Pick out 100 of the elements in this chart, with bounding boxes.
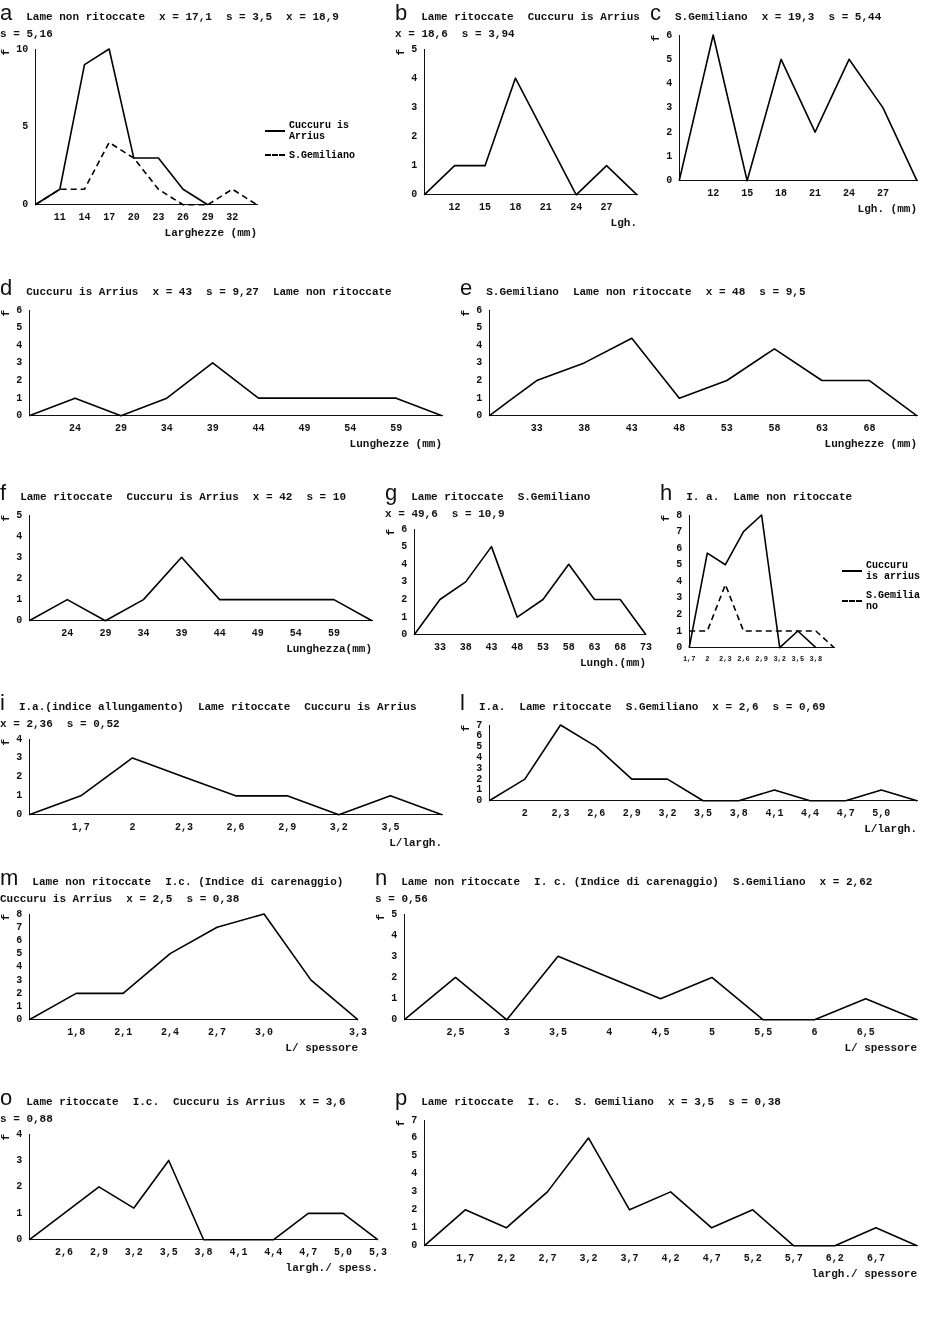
x-tick-label: 24 — [843, 188, 856, 200]
x-tick-label: 2,3 — [551, 808, 570, 820]
y-tick-label: 1 — [676, 625, 683, 637]
y-tick-label: 5 — [676, 559, 683, 571]
y-tick-label: 2 — [16, 771, 23, 783]
y-tick-label: 5 — [391, 908, 398, 920]
y-tick-label: 7 — [476, 719, 483, 731]
x-tick-label: 6,5 — [856, 1027, 875, 1039]
y-tick-label: 6 — [401, 523, 408, 535]
y-tick-label: 4 — [401, 558, 408, 570]
x-tick-label: 3,5 — [549, 1027, 568, 1039]
x-tick-label: 39 — [206, 423, 219, 435]
x-tick-label: 3,5 — [381, 822, 400, 834]
text: s = 3,94 — [461, 28, 515, 40]
y-tick-label: 2 — [411, 131, 418, 142]
x-axis-title: Lgh. (mm) — [857, 203, 917, 216]
y-axis-title: f — [395, 1119, 408, 1127]
x-tick-label: 3,2 — [579, 1253, 598, 1265]
y-tick-label: 1 — [16, 1207, 23, 1219]
y-tick-label: 6 — [16, 934, 23, 946]
y-tick-label: 1 — [666, 151, 673, 163]
text: S.Gemiliano — [732, 876, 806, 888]
y-tick-label: 6 — [411, 1132, 418, 1144]
x-axis-title: largh./ spess. — [285, 1262, 378, 1275]
x-tick-label: 53 — [536, 642, 549, 654]
x-tick-label: 2,9 — [622, 808, 641, 820]
y-tick-label: 5 — [411, 43, 418, 55]
y-tick-label: 5 — [16, 322, 23, 334]
legend-label: S.Gemiliano — [289, 149, 356, 161]
x-tick-label: 6,2 — [825, 1253, 844, 1265]
x-tick-label: 34 — [160, 423, 173, 435]
y-tick-label: 5 — [666, 53, 673, 65]
x-tick-label: 54 — [344, 423, 357, 435]
x-tick-label: 5 — [708, 1027, 715, 1039]
y-tick-label: 0 — [476, 795, 483, 807]
y-tick-label: 0 — [676, 642, 683, 654]
x-tick-label: 3,0 — [255, 1027, 274, 1039]
y-tick-label: 2 — [676, 608, 683, 620]
y-tick-label: 5 — [22, 121, 29, 133]
y-tick-label: 3 — [411, 1186, 418, 1198]
x-axis-title: L/ spessore — [844, 1042, 918, 1055]
x-tick-label: 4,2 — [661, 1253, 680, 1265]
text: Lame ritoccate — [20, 491, 113, 503]
y-tick-label: 1 — [476, 784, 483, 796]
x-axis-title: L/largh. — [389, 837, 442, 850]
text: I. a. — [686, 491, 720, 503]
x-tick-label: 4,7 — [299, 1247, 318, 1259]
x-tick-label: 3,3 — [348, 1027, 368, 1039]
y-tick-label: 2 — [16, 1181, 23, 1193]
y-tick-label: 2 — [391, 972, 398, 983]
x-tick-label: 68 — [863, 423, 876, 435]
x-tick-label: 53 — [720, 423, 733, 435]
text: Lame ritoccate — [411, 491, 504, 503]
y-tick-label: 7 — [16, 921, 23, 933]
text: Cuccuru is Arrius — [26, 286, 139, 298]
x-axis-title: Lunghezze (mm) — [349, 438, 442, 451]
y-tick-label: 5 — [411, 1150, 418, 1162]
y-tick-label: 4 — [676, 575, 683, 587]
x-tick-label: 23 — [152, 212, 165, 224]
x-tick-label: 2,4 — [161, 1027, 180, 1039]
x-tick-label: 59 — [390, 423, 403, 435]
x-tick-label: 2,6 — [55, 1247, 74, 1259]
y-tick-label: 4 — [16, 961, 23, 973]
x-tick-label: 3,2 — [658, 808, 677, 820]
y-axis-title: f — [460, 309, 473, 317]
x-tick-label: 39 — [175, 628, 188, 640]
text: s = 0,69 — [772, 701, 826, 713]
y-tick-label: 6 — [476, 304, 483, 316]
y-tick-label: 2 — [666, 126, 673, 138]
y-tick-label: 0 — [391, 1014, 398, 1026]
text: x = 49,6 — [385, 508, 438, 520]
text: s = 9,27 — [206, 286, 259, 298]
chart-title: i — [0, 690, 5, 716]
text: Cuccuru is Arrius — [0, 893, 113, 905]
y-tick-label: 3 — [16, 974, 23, 986]
x-tick-label: 5,0 — [334, 1247, 353, 1259]
x-tick-label: 44 — [213, 628, 226, 640]
x-tick-label: 11 — [53, 212, 66, 224]
text: s = 0,88 — [0, 1113, 53, 1125]
x-tick-label: 2,6 — [587, 808, 606, 820]
x-tick-label: 38 — [459, 642, 472, 654]
x-tick-label: 12 — [707, 188, 720, 200]
x-axis-title: L/ spessore — [285, 1042, 359, 1055]
x-tick-label: 68 — [614, 642, 627, 654]
text: Cuccuru is Arrius — [527, 11, 640, 23]
y-tick-label: 4 — [411, 72, 418, 84]
x-tick-label: 24 — [61, 628, 74, 640]
x-axis-title: Lgh. — [610, 217, 637, 230]
text: s = 9,5 — [759, 286, 806, 298]
x-tick-label: 49 — [298, 423, 311, 435]
text: I.c. (Indice di carenaggio) — [165, 876, 344, 888]
x-tick-label: 4,7 — [702, 1253, 721, 1265]
x-tick-label: 4,7 — [836, 808, 855, 820]
x-tick-label: 2,9 — [278, 822, 297, 834]
y-axis-title: f — [0, 738, 13, 746]
x-tick-label: 18 — [775, 188, 788, 200]
y-tick-label: 5 — [16, 948, 23, 960]
y-tick-label: 0 — [22, 199, 29, 211]
x-tick-label: 29 — [114, 423, 127, 435]
y-tick-label: 4 — [411, 1168, 418, 1180]
